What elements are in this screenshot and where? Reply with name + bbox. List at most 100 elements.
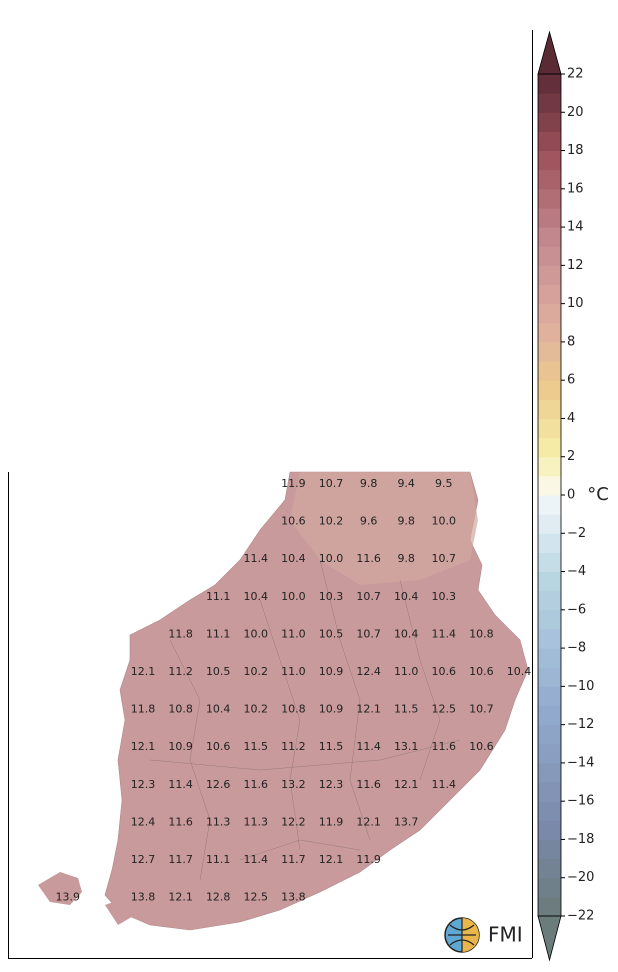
- colorbar-band: [538, 533, 561, 553]
- colorbar-band: [538, 571, 561, 592]
- colorbar-band: [538, 437, 561, 458]
- value-label: 11.0: [394, 665, 419, 678]
- value-label: 10.2: [244, 665, 269, 678]
- value-label: 11.1: [206, 627, 231, 640]
- value-label: 12.1: [356, 815, 381, 828]
- value-label: 10.7: [356, 627, 381, 640]
- colorbar-band: [538, 896, 561, 917]
- value-label: 11.3: [244, 815, 269, 828]
- value-label: 10.4: [394, 627, 419, 640]
- colorbar-band: [538, 112, 561, 132]
- value-label: 9.8: [397, 552, 415, 565]
- colorbar-tick-label: −22: [567, 909, 594, 924]
- value-label: 11.9: [356, 853, 381, 866]
- colorbar: 2220181614121086420−2−4−6−8−10−12−14−16−…: [537, 30, 594, 962]
- logo-text: FMI: [488, 923, 523, 947]
- value-label: 13.7: [394, 815, 419, 828]
- colorbar-tick-label: −16: [567, 794, 594, 809]
- value-label: 10.9: [319, 703, 344, 716]
- value-label: 12.8: [206, 891, 231, 904]
- colorbar-tick-label: −4: [567, 564, 586, 579]
- value-label: 10.5: [206, 665, 231, 678]
- colorbar-band: [538, 207, 561, 228]
- value-label: 10.7: [356, 590, 381, 603]
- value-label: 11.7: [168, 853, 193, 866]
- value-label: 11.4: [168, 778, 193, 791]
- value-label: 9.5: [435, 477, 453, 490]
- value-label: 9.6: [360, 515, 378, 528]
- value-label: 13.8: [281, 891, 306, 904]
- unit-label: °C: [587, 484, 609, 505]
- colorbar-band: [538, 169, 561, 190]
- value-label: 10.6: [281, 515, 306, 528]
- value-label: 11.2: [168, 665, 193, 678]
- value-label: 10.6: [469, 665, 494, 678]
- colorbar-tick-label: −20: [567, 870, 594, 885]
- value-label: 10.9: [168, 740, 193, 753]
- value-label: 10.4: [281, 552, 306, 565]
- colorbar-band: [538, 227, 561, 247]
- value-label: 10.9: [319, 665, 344, 678]
- colorbar-tick-label: −6: [567, 602, 586, 617]
- value-label: 12.3: [131, 778, 156, 791]
- value-label: 12.5: [244, 891, 269, 904]
- value-label: 11.4: [244, 552, 269, 565]
- colorbar-band: [538, 628, 561, 649]
- value-label: 10.4: [507, 665, 532, 678]
- island: [105, 898, 135, 925]
- value-label: 10.6: [432, 665, 457, 678]
- colorbar-tick-label: 18: [567, 143, 584, 158]
- colorbar-band: [538, 801, 561, 821]
- value-label: 10.7: [469, 703, 494, 716]
- value-label: 11.8: [131, 703, 156, 716]
- colorbar-tick-label: 0: [567, 488, 575, 503]
- value-label: 10.7: [319, 477, 344, 490]
- colorbar-tick-label: 6: [567, 373, 575, 388]
- value-label: 10.6: [469, 740, 494, 753]
- value-label: 11.1: [206, 853, 231, 866]
- value-label: 10.0: [319, 552, 344, 565]
- colorbar-band: [538, 284, 561, 305]
- colorbar-tick-label: −10: [567, 679, 594, 694]
- value-label: 13.2: [281, 778, 306, 791]
- colorbar-tick-label: 10: [567, 296, 584, 311]
- colorbar-band: [538, 265, 561, 285]
- value-label: 12.4: [131, 815, 156, 828]
- colorbar-band: [538, 609, 561, 630]
- borders: [149, 559, 461, 881]
- value-label: 9.8: [397, 515, 415, 528]
- colorbar-band: [538, 246, 561, 266]
- colorbar-tick-label: −12: [567, 717, 594, 732]
- value-label: 12.1: [131, 665, 156, 678]
- map-area: [38, 471, 529, 931]
- colorbar-band: [538, 74, 561, 94]
- colorbar-band: [538, 839, 561, 860]
- land: [104, 471, 529, 931]
- value-label: 10.0: [244, 627, 269, 640]
- island: [38, 872, 82, 905]
- value-label: 11.6: [168, 815, 193, 828]
- value-label: 11.6: [356, 552, 381, 565]
- value-label: 11.2: [281, 740, 306, 753]
- colorbar-tick-label: 16: [567, 181, 584, 196]
- value-label: 10.3: [432, 590, 457, 603]
- colorbar-band: [538, 150, 561, 171]
- value-label: 12.1: [394, 778, 419, 791]
- value-label: 10.3: [319, 590, 344, 603]
- colorbar-band: [538, 380, 561, 400]
- value-label: 10.0: [432, 515, 457, 528]
- value-label: 11.8: [168, 627, 193, 640]
- colorbar-tick-label: 14: [567, 220, 584, 235]
- colorbar-tick-label: 22: [567, 67, 584, 82]
- colorbar-band: [538, 341, 561, 362]
- value-label: 11.5: [244, 740, 269, 753]
- value-label: 12.3: [319, 778, 344, 791]
- value-label: 11.3: [206, 815, 231, 828]
- colorbar-band: [538, 705, 561, 726]
- colorbar-band: [538, 858, 561, 879]
- value-label: 12.1: [319, 853, 344, 866]
- value-label: 10.2: [244, 703, 269, 716]
- colorbar-band: [538, 820, 561, 840]
- logo: FMI: [444, 917, 523, 953]
